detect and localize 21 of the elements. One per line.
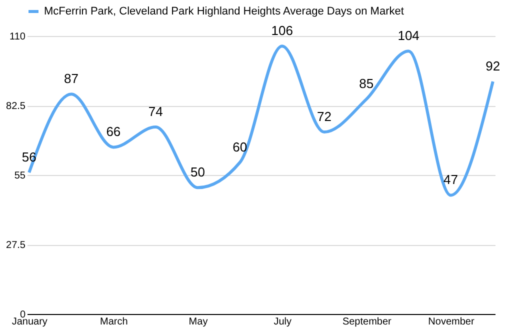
data-label: 72 bbox=[317, 109, 332, 124]
x-tick-label: November bbox=[428, 316, 475, 328]
data-label: 92 bbox=[486, 58, 500, 74]
data-label: 104 bbox=[398, 28, 420, 44]
y-tick-label: 27.5 bbox=[6, 240, 26, 251]
data-label: 74 bbox=[148, 104, 163, 119]
data-label: 60 bbox=[232, 139, 248, 154]
x-tick-label: March bbox=[100, 316, 128, 328]
data-label: 66 bbox=[106, 124, 121, 140]
data-label: 47 bbox=[443, 172, 458, 188]
data-label: 85 bbox=[359, 76, 374, 92]
data-label: 87 bbox=[64, 71, 79, 86]
x-tick-label: July bbox=[274, 316, 292, 328]
y-tick-label: 82.5 bbox=[6, 101, 26, 112]
data-label: 50 bbox=[190, 164, 205, 180]
x-tick-label: May bbox=[188, 316, 208, 328]
y-tick-label: 55 bbox=[14, 170, 26, 182]
x-tick-label: September bbox=[342, 316, 392, 328]
legend-label: McFerrin Park, Cleveland Park Highland Heights Average Days on Market bbox=[44, 6, 404, 18]
data-label: 106 bbox=[271, 23, 293, 38]
y-tick-label: 110 bbox=[10, 32, 26, 42]
